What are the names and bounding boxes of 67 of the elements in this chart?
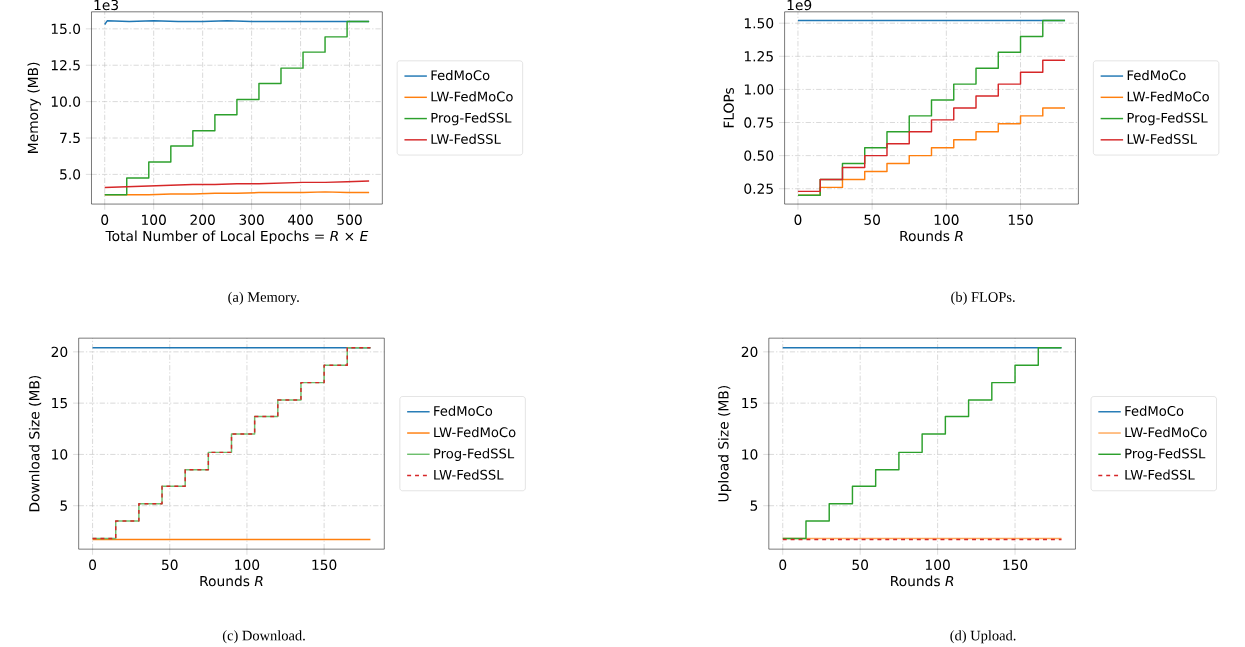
y-tick-label: 1.25 bbox=[744, 51, 773, 62]
legend-label: LW-FedSSL bbox=[1127, 133, 1197, 145]
y-tick-label: 0.25 bbox=[744, 183, 773, 195]
y-tick-label: 5.0 bbox=[60, 169, 81, 180]
text: (a) Memory. bbox=[228, 291, 299, 306]
legend-label: Prog-FedSSL bbox=[1125, 448, 1206, 462]
text: 1e9 bbox=[787, 0, 812, 11]
legend-label: FedMoCo bbox=[434, 405, 493, 417]
legend-label: Prog-FedSSL bbox=[434, 448, 515, 462]
x-axis-title: Rounds R bbox=[900, 230, 963, 242]
y-tick-label: 1.50 bbox=[744, 18, 774, 29]
x-axis-title: Rounds R bbox=[200, 575, 263, 587]
y-tick-label: 10 bbox=[742, 449, 758, 460]
legend-label: LW-FedMoCo bbox=[1127, 91, 1209, 102]
x-tick-label: 0 bbox=[101, 214, 109, 226]
x-tick-label: 50 bbox=[852, 559, 869, 571]
x-tick-label: 100 bbox=[934, 214, 959, 226]
legend-label: FedMoCo bbox=[1127, 70, 1186, 81]
x-tick-label: 400 bbox=[288, 214, 313, 226]
y-axis-title: Memory (MB) bbox=[27, 62, 41, 154]
legend-label: Prog-FedSSL bbox=[1127, 112, 1208, 126]
y-tick-label: 10.0 bbox=[51, 96, 81, 107]
text: (b) FLOPs. bbox=[951, 291, 1015, 305]
text: (d) Upload. bbox=[950, 630, 1016, 644]
x-tick-label: 100 bbox=[925, 559, 950, 571]
y-tick-label: 1.00 bbox=[744, 84, 774, 95]
x-tick-label: 150 bbox=[1008, 214, 1033, 226]
y-tick-label: 10 bbox=[52, 449, 68, 460]
y-tick-label: 7.5 bbox=[60, 133, 80, 144]
x-tick-label: 300 bbox=[239, 214, 264, 226]
legend-label: Prog-FedSSL bbox=[431, 112, 512, 126]
x-tick-label: 500 bbox=[337, 214, 362, 226]
y-tick-label: 15.0 bbox=[51, 23, 81, 35]
x-axis-title: Total Number of Local Epochs = R × E bbox=[105, 230, 369, 244]
y-tick-label: 0.75 bbox=[744, 117, 773, 128]
text: (c) Download. bbox=[222, 630, 305, 644]
y-tick-label: 20 bbox=[51, 346, 68, 358]
y-tick-label: 20 bbox=[741, 346, 758, 358]
y-axis-title: FLOPs bbox=[723, 88, 734, 128]
y-tick-label: 15 bbox=[742, 398, 758, 409]
y-axis-title: Download Size (MB) bbox=[28, 376, 42, 512]
y-tick-label: 12.5 bbox=[51, 60, 80, 71]
x-tick-label: 100 bbox=[142, 214, 166, 226]
x-tick-label: 100 bbox=[235, 559, 260, 571]
legend-label: LW-FedMoCo bbox=[1125, 427, 1207, 438]
legend-label: LW-FedSSL bbox=[431, 133, 501, 145]
x-tick-label: 50 bbox=[864, 214, 880, 226]
legend-label: FedMoCo bbox=[1125, 405, 1184, 417]
x-tick-label: 0 bbox=[794, 214, 802, 226]
text: 1e3 bbox=[94, 0, 119, 11]
x-tick-label: 50 bbox=[162, 559, 178, 571]
legend-label: LW-FedMoCo bbox=[431, 91, 513, 102]
x-tick-label: 0 bbox=[779, 559, 787, 571]
y-tick-label: 15 bbox=[52, 398, 67, 409]
legend-label: LW-FedSSL bbox=[1125, 469, 1195, 480]
legend-label: LW-FedSSL bbox=[434, 469, 504, 480]
x-tick-label: 200 bbox=[190, 214, 215, 226]
y-tick-label: 5 bbox=[750, 500, 758, 511]
x-tick-label: 0 bbox=[89, 559, 97, 571]
legend-label: LW-FedMoCo bbox=[434, 427, 516, 438]
x-axis-title: Rounds R bbox=[891, 575, 954, 587]
y-axis-title: Upload Size (MB) bbox=[717, 386, 732, 502]
y-tick-label: 0.50 bbox=[744, 150, 774, 161]
x-tick-label: 150 bbox=[312, 559, 337, 571]
legend-label: FedMoCo bbox=[431, 70, 490, 81]
x-tick-label: 150 bbox=[1003, 559, 1028, 571]
y-tick-label: 5 bbox=[60, 500, 67, 511]
